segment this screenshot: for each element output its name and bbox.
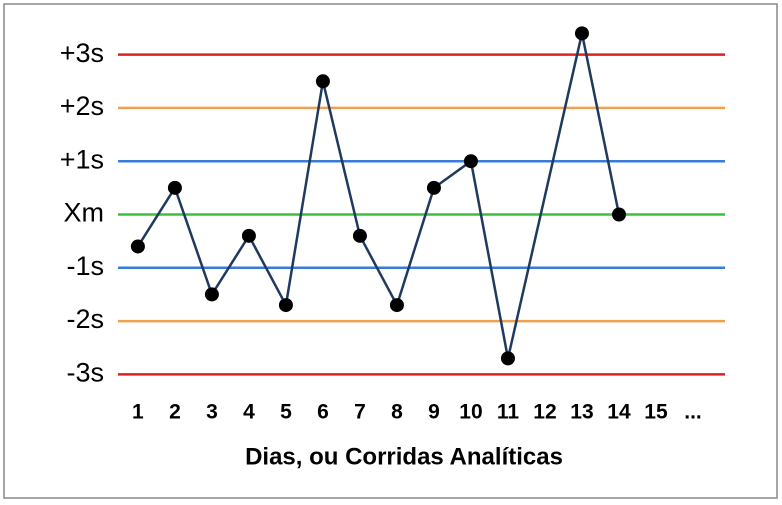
data-point [204, 287, 219, 302]
x-tick-label: 8 [391, 401, 403, 424]
data-point [574, 26, 589, 41]
y-tick-label: Xm [64, 198, 105, 228]
x-tick-label: 12 [533, 401, 556, 424]
data-point [463, 154, 478, 169]
data-line [136, 33, 621, 359]
data-point [167, 180, 182, 195]
data-point [426, 180, 441, 195]
data-point [352, 228, 367, 243]
y-tick-label: -2s [66, 304, 104, 334]
x-tick-label: 6 [317, 401, 329, 424]
x-tick-label: ... [684, 401, 702, 424]
x-axis-label: Dias, ou Corridas Analíticas [245, 443, 563, 470]
data-point [241, 228, 256, 243]
x-tick-label: 10 [459, 401, 482, 424]
x-tick-label: 1 [132, 401, 144, 424]
x-tick-label: 7 [354, 401, 366, 424]
data-point [500, 351, 515, 366]
x-tick-label: 11 [497, 401, 520, 424]
frame [3, 3, 778, 499]
x-tick-label: 5 [280, 401, 292, 424]
data-point [278, 298, 293, 313]
y-tick-label: -3s [66, 357, 104, 387]
data-point [130, 239, 145, 254]
y-tick-label: -1s [66, 251, 104, 281]
x-tick-label: 4 [243, 401, 255, 424]
x-tick-label: 2 [169, 401, 181, 424]
x-tick-label: 9 [428, 401, 440, 424]
y-tick-label: +1s [60, 144, 104, 174]
x-tick-label: 13 [570, 401, 593, 424]
data-point [389, 298, 404, 313]
y-tick-label: +2s [60, 91, 104, 121]
x-tick-label: 14 [607, 401, 631, 424]
data-point [611, 207, 626, 222]
data-point [315, 74, 330, 89]
x-tick-label: 3 [206, 401, 218, 424]
y-tick-label: +3s [60, 38, 104, 68]
x-tick-label: 15 [644, 401, 668, 424]
